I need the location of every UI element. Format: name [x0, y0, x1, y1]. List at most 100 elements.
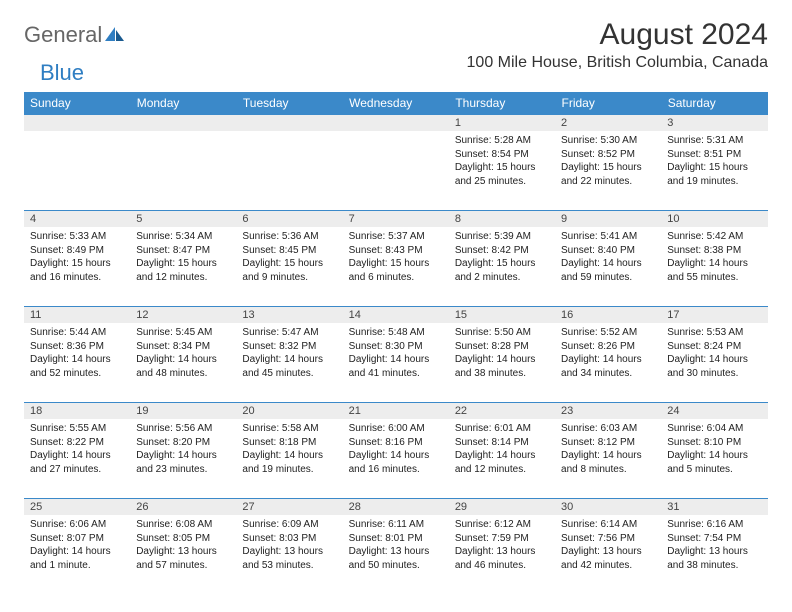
sunrise-text: Sunrise: 6:11 AM — [349, 518, 443, 532]
day-details: Sunrise: 5:52 AMSunset: 8:26 PMDaylight:… — [555, 323, 661, 385]
sunrise-text: Sunrise: 5:53 AM — [667, 326, 761, 340]
sunset-text: Sunset: 8:32 PM — [242, 340, 336, 354]
weekday-header: Monday — [130, 92, 236, 115]
sunset-text: Sunset: 8:18 PM — [242, 436, 336, 450]
calendar-day-cell: 5Sunrise: 5:34 AMSunset: 8:47 PMDaylight… — [130, 211, 236, 307]
weekday-header: Tuesday — [236, 92, 342, 115]
day-details: Sunrise: 5:30 AMSunset: 8:52 PMDaylight:… — [555, 131, 661, 193]
day-number: 16 — [555, 307, 661, 323]
daylight-text: Daylight: 15 hours and 25 minutes. — [455, 161, 549, 188]
day-number: 27 — [236, 499, 342, 515]
day-number: 20 — [236, 403, 342, 419]
day-details: Sunrise: 6:06 AMSunset: 8:07 PMDaylight:… — [24, 515, 130, 577]
calendar-day-cell — [343, 115, 449, 211]
logo: General — [24, 22, 126, 48]
day-number: 17 — [661, 307, 767, 323]
calendar-day-cell: 11Sunrise: 5:44 AMSunset: 8:36 PMDayligh… — [24, 307, 130, 403]
day-details: Sunrise: 6:11 AMSunset: 8:01 PMDaylight:… — [343, 515, 449, 577]
calendar-day-cell: 27Sunrise: 6:09 AMSunset: 8:03 PMDayligh… — [236, 499, 342, 595]
daylight-text: Daylight: 13 hours and 46 minutes. — [455, 545, 549, 572]
day-details: Sunrise: 5:53 AMSunset: 8:24 PMDaylight:… — [661, 323, 767, 385]
calendar-day-cell: 7Sunrise: 5:37 AMSunset: 8:43 PMDaylight… — [343, 211, 449, 307]
day-number: 9 — [555, 211, 661, 227]
sunrise-text: Sunrise: 5:44 AM — [30, 326, 124, 340]
day-details: Sunrise: 5:31 AMSunset: 8:51 PMDaylight:… — [661, 131, 767, 193]
daylight-text: Daylight: 14 hours and 41 minutes. — [349, 353, 443, 380]
day-details: Sunrise: 6:00 AMSunset: 8:16 PMDaylight:… — [343, 419, 449, 481]
sunrise-text: Sunrise: 5:42 AM — [667, 230, 761, 244]
sunset-text: Sunset: 8:05 PM — [136, 532, 230, 546]
daylight-text: Daylight: 14 hours and 1 minute. — [30, 545, 124, 572]
daylight-text: Daylight: 14 hours and 34 minutes. — [561, 353, 655, 380]
day-number: 21 — [343, 403, 449, 419]
day-number: 1 — [449, 115, 555, 131]
calendar-day-cell: 23Sunrise: 6:03 AMSunset: 8:12 PMDayligh… — [555, 403, 661, 499]
day-details: Sunrise: 6:03 AMSunset: 8:12 PMDaylight:… — [555, 419, 661, 481]
day-number: 18 — [24, 403, 130, 419]
calendar-week-row: 18Sunrise: 5:55 AMSunset: 8:22 PMDayligh… — [24, 403, 768, 499]
day-number: 19 — [130, 403, 236, 419]
daylight-text: Daylight: 15 hours and 6 minutes. — [349, 257, 443, 284]
daylight-text: Daylight: 14 hours and 52 minutes. — [30, 353, 124, 380]
day-number: 28 — [343, 499, 449, 515]
day-details: Sunrise: 5:48 AMSunset: 8:30 PMDaylight:… — [343, 323, 449, 385]
day-number: 14 — [343, 307, 449, 323]
day-details: Sunrise: 5:37 AMSunset: 8:43 PMDaylight:… — [343, 227, 449, 289]
logo-text-general: General — [24, 22, 102, 48]
day-number: 5 — [130, 211, 236, 227]
day-number — [343, 115, 449, 131]
sunrise-text: Sunrise: 6:03 AM — [561, 422, 655, 436]
calendar-day-cell: 28Sunrise: 6:11 AMSunset: 8:01 PMDayligh… — [343, 499, 449, 595]
sunrise-text: Sunrise: 6:01 AM — [455, 422, 549, 436]
sunrise-text: Sunrise: 5:39 AM — [455, 230, 549, 244]
calendar-day-cell: 8Sunrise: 5:39 AMSunset: 8:42 PMDaylight… — [449, 211, 555, 307]
day-details: Sunrise: 5:45 AMSunset: 8:34 PMDaylight:… — [130, 323, 236, 385]
day-number: 6 — [236, 211, 342, 227]
daylight-text: Daylight: 14 hours and 59 minutes. — [561, 257, 655, 284]
logo-text-blue: Blue — [40, 60, 84, 86]
calendar-day-cell — [24, 115, 130, 211]
sunrise-text: Sunrise: 5:55 AM — [30, 422, 124, 436]
calendar-day-cell: 1Sunrise: 5:28 AMSunset: 8:54 PMDaylight… — [449, 115, 555, 211]
calendar-day-cell: 14Sunrise: 5:48 AMSunset: 8:30 PMDayligh… — [343, 307, 449, 403]
day-details: Sunrise: 6:08 AMSunset: 8:05 PMDaylight:… — [130, 515, 236, 577]
calendar-day-cell: 2Sunrise: 5:30 AMSunset: 8:52 PMDaylight… — [555, 115, 661, 211]
day-number: 15 — [449, 307, 555, 323]
sunset-text: Sunset: 8:54 PM — [455, 148, 549, 162]
daylight-text: Daylight: 14 hours and 5 minutes. — [667, 449, 761, 476]
sunset-text: Sunset: 7:56 PM — [561, 532, 655, 546]
sunrise-text: Sunrise: 6:00 AM — [349, 422, 443, 436]
sunrise-text: Sunrise: 5:33 AM — [30, 230, 124, 244]
sunrise-text: Sunrise: 5:48 AM — [349, 326, 443, 340]
daylight-text: Daylight: 14 hours and 12 minutes. — [455, 449, 549, 476]
calendar-day-cell: 12Sunrise: 5:45 AMSunset: 8:34 PMDayligh… — [130, 307, 236, 403]
sunset-text: Sunset: 8:51 PM — [667, 148, 761, 162]
day-details: Sunrise: 5:41 AMSunset: 8:40 PMDaylight:… — [555, 227, 661, 289]
daylight-text: Daylight: 14 hours and 55 minutes. — [667, 257, 761, 284]
sunrise-text: Sunrise: 5:56 AM — [136, 422, 230, 436]
calendar-day-cell: 25Sunrise: 6:06 AMSunset: 8:07 PMDayligh… — [24, 499, 130, 595]
daylight-text: Daylight: 14 hours and 8 minutes. — [561, 449, 655, 476]
sunset-text: Sunset: 8:12 PM — [561, 436, 655, 450]
sunset-text: Sunset: 8:34 PM — [136, 340, 230, 354]
day-details: Sunrise: 5:56 AMSunset: 8:20 PMDaylight:… — [130, 419, 236, 481]
calendar-week-row: 1Sunrise: 5:28 AMSunset: 8:54 PMDaylight… — [24, 115, 768, 211]
calendar-week-row: 11Sunrise: 5:44 AMSunset: 8:36 PMDayligh… — [24, 307, 768, 403]
daylight-text: Daylight: 13 hours and 57 minutes. — [136, 545, 230, 572]
calendar-day-cell: 9Sunrise: 5:41 AMSunset: 8:40 PMDaylight… — [555, 211, 661, 307]
day-details: Sunrise: 5:36 AMSunset: 8:45 PMDaylight:… — [236, 227, 342, 289]
title-block: August 2024 100 Mile House, British Colu… — [467, 18, 768, 72]
sunset-text: Sunset: 8:30 PM — [349, 340, 443, 354]
sunrise-text: Sunrise: 5:31 AM — [667, 134, 761, 148]
daylight-text: Daylight: 15 hours and 2 minutes. — [455, 257, 549, 284]
day-number: 29 — [449, 499, 555, 515]
daylight-text: Daylight: 14 hours and 30 minutes. — [667, 353, 761, 380]
sunrise-text: Sunrise: 5:52 AM — [561, 326, 655, 340]
day-number: 2 — [555, 115, 661, 131]
sunset-text: Sunset: 8:14 PM — [455, 436, 549, 450]
day-number — [236, 115, 342, 131]
sunset-text: Sunset: 8:49 PM — [30, 244, 124, 258]
sunrise-text: Sunrise: 6:08 AM — [136, 518, 230, 532]
day-number: 7 — [343, 211, 449, 227]
sunset-text: Sunset: 8:45 PM — [242, 244, 336, 258]
